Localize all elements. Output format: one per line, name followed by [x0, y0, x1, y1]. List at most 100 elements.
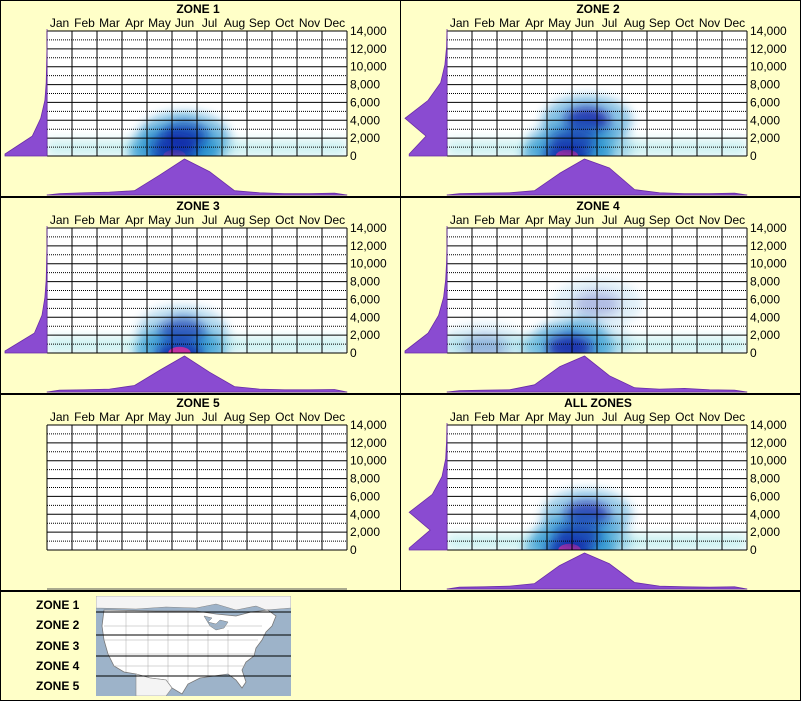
- month-tick-label: Sep: [649, 213, 671, 227]
- elevation-tick-label: 0: [750, 149, 757, 163]
- zone-panel-2: ZONE 2 Jan Feb Mar Apr May Jun Jul Aug Sep Oct Nov D…: [400, 0, 801, 197]
- month-tick-label: Sep: [249, 410, 271, 424]
- elevation-tick-label: 8,000: [750, 472, 780, 486]
- elevation-tick-label: 6,000: [350, 292, 380, 306]
- elevation-tick-label: 14,000: [350, 418, 387, 432]
- zone-title: ZONE 2: [576, 2, 620, 16]
- month-tick-label: Mar: [99, 410, 120, 424]
- month-tick-label: Dec: [724, 213, 745, 227]
- zone-title: ZONE 4: [576, 199, 620, 213]
- month-tick-label: Oct: [275, 410, 294, 424]
- month-tick-label: Dec: [324, 16, 345, 30]
- month-tick-label: Mar: [499, 213, 520, 227]
- elevation-tick-label: 2,000: [750, 525, 780, 539]
- month-tick-label: Dec: [324, 213, 345, 227]
- elevation-tick-label: 12,000: [350, 42, 387, 56]
- month-tick-label: Oct: [675, 16, 694, 30]
- month-tick-label: Jul: [202, 16, 217, 30]
- month-tick-label: May: [548, 16, 571, 30]
- month-tick-label: Nov: [299, 16, 320, 30]
- map-us-land: [101, 609, 277, 695]
- month-tick-label: Mar: [499, 16, 520, 30]
- month-tick-label: Mar: [99, 16, 120, 30]
- heat-hotspot-core: [554, 524, 600, 550]
- elevation-tick-label: 6,000: [350, 489, 380, 503]
- month-tick-label: Oct: [275, 16, 294, 30]
- month-tick-label: Jul: [602, 16, 617, 30]
- legend-zone-1-label: ZONE 1: [36, 598, 80, 612]
- elevation-tick-label: 8,000: [750, 275, 780, 289]
- elevation-tick-label: 0: [750, 346, 757, 360]
- elevation-tick-label: 14,000: [350, 221, 387, 235]
- elevation-tick-label: 10,000: [750, 454, 787, 468]
- zone-chart-svg: ALL ZONES Jan Feb Mar Apr May Jun Jul Aug Sep Oct N…: [400, 394, 801, 591]
- elevation-tick-label: 14,000: [750, 221, 787, 235]
- month-tick-label: Sep: [649, 410, 671, 424]
- month-tick-label: Jun: [175, 213, 194, 227]
- month-tick-label: Mar: [99, 213, 120, 227]
- elevation-tick-label: 2,000: [750, 131, 780, 145]
- elevation-tick-label: 12,000: [750, 42, 787, 56]
- elevation-profile: [404, 226, 448, 354]
- legend-zone-4-label: ZONE 4: [36, 659, 80, 673]
- month-tick-label: Jun: [575, 16, 594, 30]
- month-tick-label: Dec: [324, 410, 345, 424]
- month-tick-label: Nov: [699, 213, 720, 227]
- elevation-tick-label: 4,000: [750, 507, 780, 521]
- map-great-lakes: [203, 615, 229, 631]
- zone-title: ALL ZONES: [564, 396, 632, 410]
- us-map-svg: [96, 596, 291, 696]
- elevation-tick-label: 8,000: [350, 275, 380, 289]
- elevation-tick-label: 4,000: [350, 507, 380, 521]
- elevation-tick-label: 10,000: [750, 257, 787, 271]
- legend-zone-5-label: ZONE 5: [36, 679, 80, 693]
- month-tick-label: Feb: [474, 213, 495, 227]
- elevation-tick-label: 12,000: [350, 436, 387, 450]
- elevation-tick-label: 2,000: [350, 131, 380, 145]
- elevation-tick-label: 14,000: [750, 418, 787, 432]
- month-tick-label: Jul: [602, 213, 617, 227]
- zone-chart-svg: ZONE 3 Jan Feb Mar Apr May Jun Jul Aug Sep Oct Nov D…: [0, 197, 401, 394]
- month-tick-label: Jan: [450, 213, 469, 227]
- month-tick-label: Jan: [50, 410, 69, 424]
- zone-title: ZONE 3: [176, 199, 220, 213]
- month-tick-label: Aug: [624, 213, 645, 227]
- month-tick-label: Sep: [249, 213, 271, 227]
- elevation-tick-label: 10,000: [350, 454, 387, 468]
- month-tick-label: Feb: [74, 410, 95, 424]
- month-tick-label: May: [548, 410, 571, 424]
- month-tick-label: Dec: [724, 410, 745, 424]
- month-tick-label: Apr: [125, 16, 144, 30]
- elevation-tick-label: 14,000: [350, 24, 387, 38]
- map-zone-lines: [96, 611, 291, 677]
- elevation-tick-label: 14,000: [750, 24, 787, 38]
- zone-chart-svg: ZONE 4 Jan Feb Mar Apr May Jun Jul Aug Sep Oct Nov D…: [400, 197, 801, 394]
- month-tick-label: Jan: [450, 16, 469, 30]
- month-tick-label: Mar: [499, 410, 520, 424]
- month-tick-label: Aug: [224, 213, 245, 227]
- elevation-profile: [4, 226, 48, 354]
- month-tick-label: Oct: [675, 213, 694, 227]
- month-tick-label: Apr: [125, 213, 144, 227]
- elevation-tick-label: 8,000: [350, 78, 380, 92]
- map-state-lines: [104, 611, 262, 682]
- month-tick-label: Aug: [224, 16, 245, 30]
- elevation-profile: [4, 29, 48, 157]
- month-tick-label: Apr: [525, 16, 544, 30]
- elevation-tick-label: 4,000: [750, 113, 780, 127]
- elevation-tick-label: 10,000: [750, 60, 787, 74]
- elevation-tick-label: 8,000: [750, 78, 780, 92]
- month-tick-label: Apr: [125, 410, 144, 424]
- elevation-tick-label: 6,000: [750, 95, 780, 109]
- elevation-tick-label: 0: [350, 543, 357, 557]
- elevation-tick-label: 0: [350, 346, 357, 360]
- month-tick-label: Feb: [74, 16, 95, 30]
- month-profile: [446, 552, 748, 590]
- month-tick-label: Jun: [175, 410, 194, 424]
- month-tick-label: Nov: [299, 410, 320, 424]
- month-tick-label: Nov: [299, 213, 320, 227]
- month-tick-label: Sep: [649, 16, 671, 30]
- legend-zone-3-label: ZONE 3: [36, 639, 80, 653]
- zone-chart-svg: ZONE 1 Jan Feb Mar Apr May Jun Jul Aug Sep Oct Nov D…: [0, 0, 401, 197]
- elevation-tick-label: 4,000: [350, 310, 380, 324]
